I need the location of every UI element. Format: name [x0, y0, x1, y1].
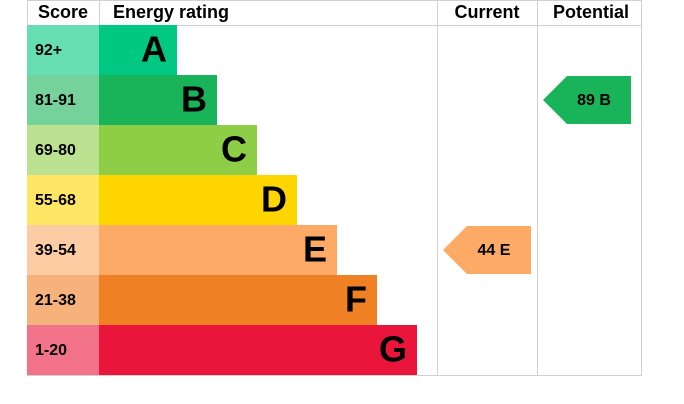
- score-label: 1-20: [35, 342, 67, 359]
- rating-bar: [99, 175, 297, 225]
- score-cell: [27, 275, 99, 325]
- potential-rating: B: [599, 92, 611, 109]
- current-arrow: [443, 226, 531, 274]
- header-score: Score: [38, 2, 88, 22]
- score-label: 21-38: [35, 292, 76, 309]
- current-value: 44: [478, 242, 496, 259]
- header-energy-rating: Energy rating: [113, 2, 229, 22]
- rating-bar: [99, 75, 217, 125]
- rating-bar: [99, 225, 337, 275]
- score-cell: [27, 225, 99, 275]
- current-rating: E: [500, 242, 511, 259]
- rating-bar: [99, 125, 257, 175]
- rating-bar: [99, 325, 417, 375]
- potential-value: 89: [577, 92, 595, 109]
- potential-arrow: [543, 76, 631, 124]
- score-label: 39-54: [35, 242, 76, 259]
- score-cell: [27, 325, 99, 375]
- rating-bar: [99, 275, 377, 325]
- rating-bar: [99, 25, 177, 75]
- rating-letter: C: [221, 129, 247, 170]
- potential-label: 89 B: [577, 92, 611, 109]
- score-cell: [27, 75, 99, 125]
- rating-letter: F: [345, 279, 367, 320]
- score-label: 55-68: [35, 192, 76, 209]
- score-cell: [27, 125, 99, 175]
- rating-letter: B: [181, 79, 207, 120]
- score-cell: [27, 25, 99, 75]
- score-label: 92+: [35, 42, 62, 59]
- header-current: Current: [454, 2, 519, 22]
- rating-letter: E: [303, 229, 327, 270]
- rating-letter: G: [379, 329, 407, 370]
- header-potential: Potential: [553, 2, 629, 22]
- score-label: 69-80: [35, 142, 76, 159]
- rating-letter: A: [141, 29, 167, 70]
- current-label: 44 E: [478, 242, 511, 259]
- score-cell: [27, 175, 99, 225]
- rating-letter: D: [261, 179, 287, 220]
- score-label: 81-91: [35, 92, 76, 109]
